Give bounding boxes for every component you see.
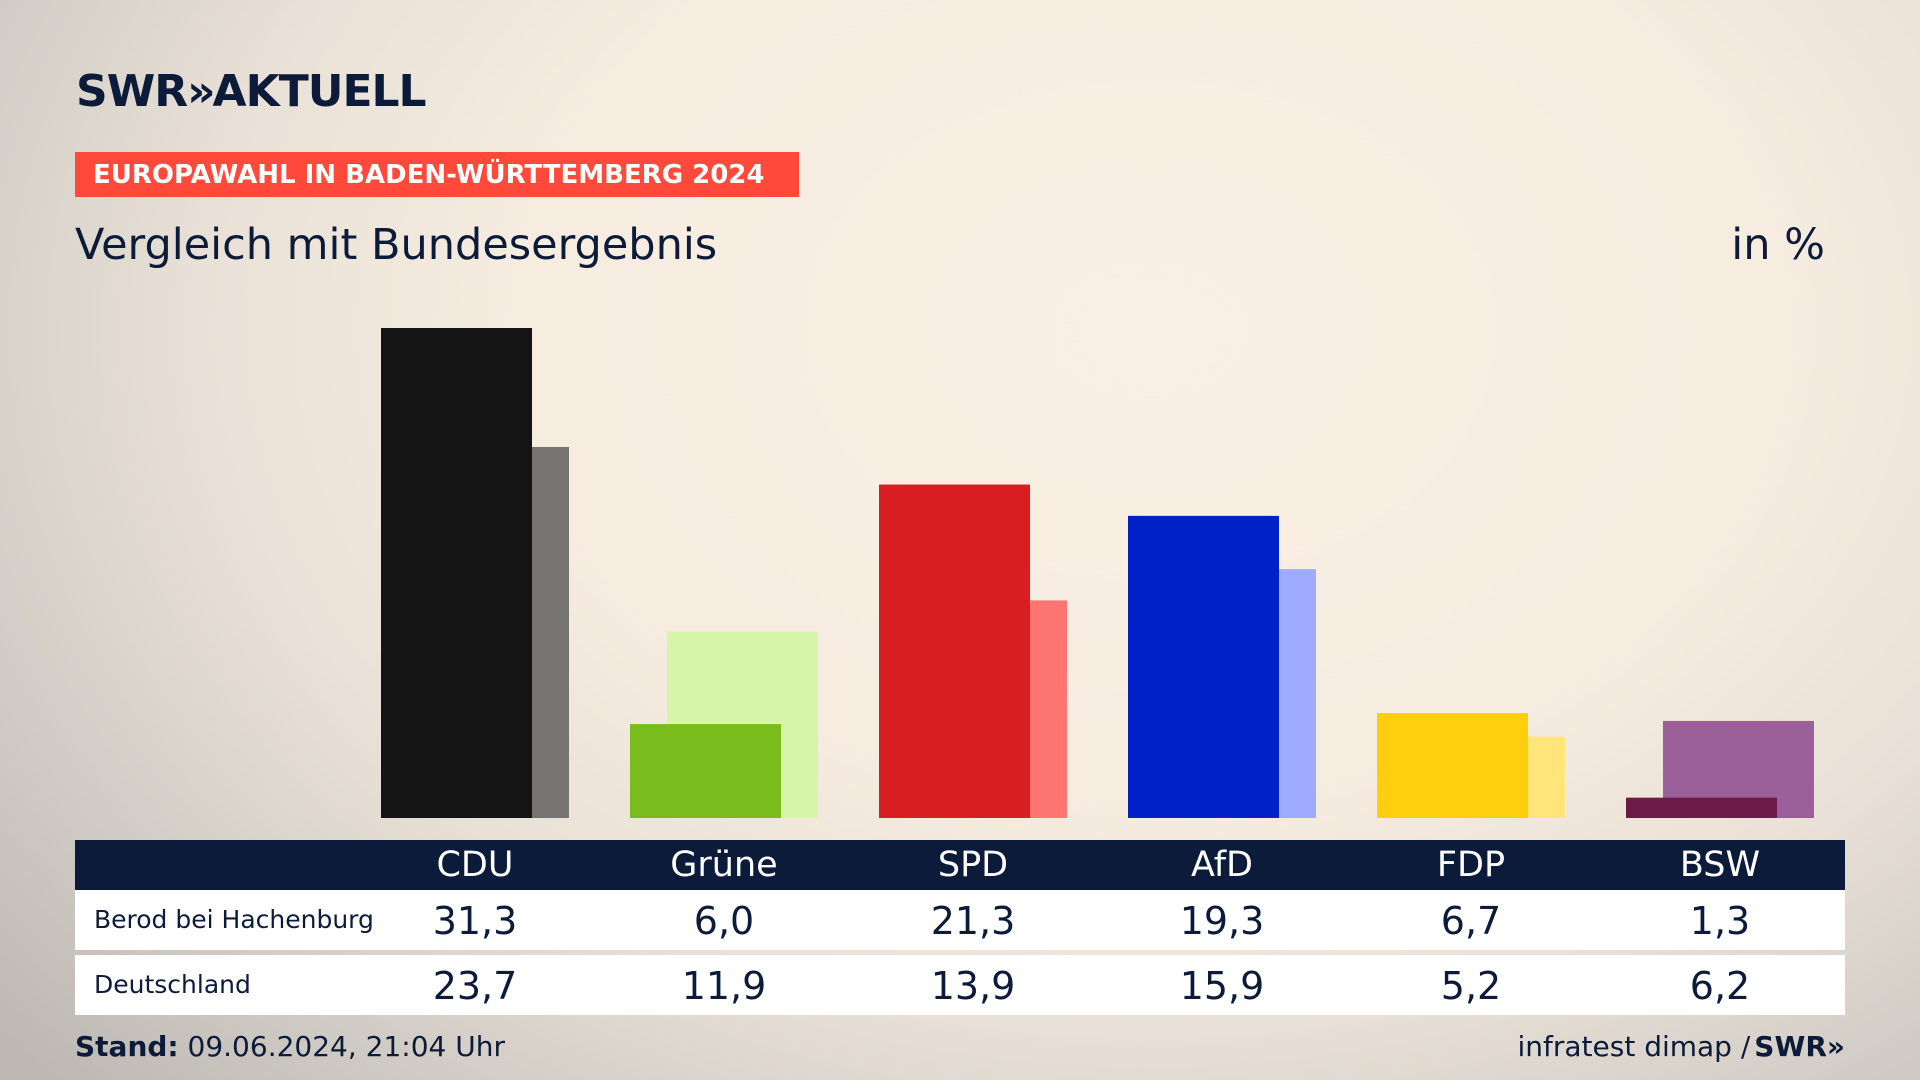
source-brand: SWR» — [1754, 1030, 1845, 1063]
results-table: CDU Grüne SPD AfD FDP BSW Berod bei Hachenbur… — [75, 840, 1845, 1015]
stand-value: 09.06.2024, 21:04 Uhr — [187, 1030, 505, 1063]
header-cdu: CDU — [436, 845, 514, 885]
value-fdp: 6,7 — [1440, 899, 1502, 943]
timestamp: Stand: 09.06.2024, 21:04 Uhr — [75, 1030, 505, 1063]
source-credit: infratest dimap / SWR» — [1517, 1030, 1845, 1063]
header-fdp: FDP — [1436, 845, 1506, 885]
bar-berod-bsw — [1626, 797, 1777, 818]
bar-berod-spd — [879, 484, 1030, 818]
swr-aktuell-logo: SWR» AKTUELL — [76, 66, 427, 117]
value-gruene: 11,9 — [681, 964, 767, 1008]
chart-title: Vergleich mit Bundesergebnis — [75, 220, 718, 270]
logo-swr-text: SWR — [76, 66, 188, 117]
header-spd: SPD — [937, 845, 1009, 885]
header-bsw: BSW — [1679, 845, 1761, 885]
source-text: infratest dimap / — [1517, 1030, 1751, 1063]
election-banner: EUROPAWAHL IN BADEN-WÜRTTEMBERG 2024 — [75, 152, 799, 197]
value-spd: 13,9 — [930, 964, 1016, 1008]
header-afd: AfD — [1191, 845, 1253, 885]
value-afd: 15,9 — [1179, 964, 1265, 1008]
bar-berod-afd — [1128, 515, 1279, 818]
value-spd: 21,3 — [930, 899, 1016, 943]
value-cdu: 23,7 — [432, 964, 518, 1008]
value-gruene: 6,0 — [693, 899, 755, 943]
table-header-row: CDU Grüne SPD AfD FDP BSW — [75, 840, 1845, 890]
value-bsw: 1,3 — [1689, 899, 1751, 943]
table-row: Deutschland 23,7 11,9 13,9 15,9 5,2 6,2 — [75, 955, 1845, 1015]
value-cdu: 31,3 — [432, 899, 518, 943]
bar-berod-gruene — [630, 724, 781, 818]
bar-berod-fdp — [1377, 713, 1528, 818]
row-label: Deutschland — [94, 970, 251, 999]
value-fdp: 5,2 — [1440, 964, 1502, 1008]
logo-aktuell-text: AKTUELL — [212, 66, 427, 117]
unit-label: in % — [1731, 220, 1825, 270]
value-afd: 19,3 — [1179, 899, 1265, 943]
header-gruene: Grüne — [670, 845, 778, 885]
banner-text: EUROPAWAHL IN BADEN-WÜRTTEMBERG 2024 — [93, 160, 765, 190]
value-bsw: 6,2 — [1689, 964, 1751, 1008]
stand-label: Stand: — [75, 1030, 179, 1063]
row-label: Berod bei Hachenburg — [94, 905, 374, 934]
bar-berod-cdu — [381, 328, 532, 818]
table-row: Berod bei Hachenburg 31,3 6,0 21,3 19,3 6,7 1,… — [75, 890, 1845, 950]
